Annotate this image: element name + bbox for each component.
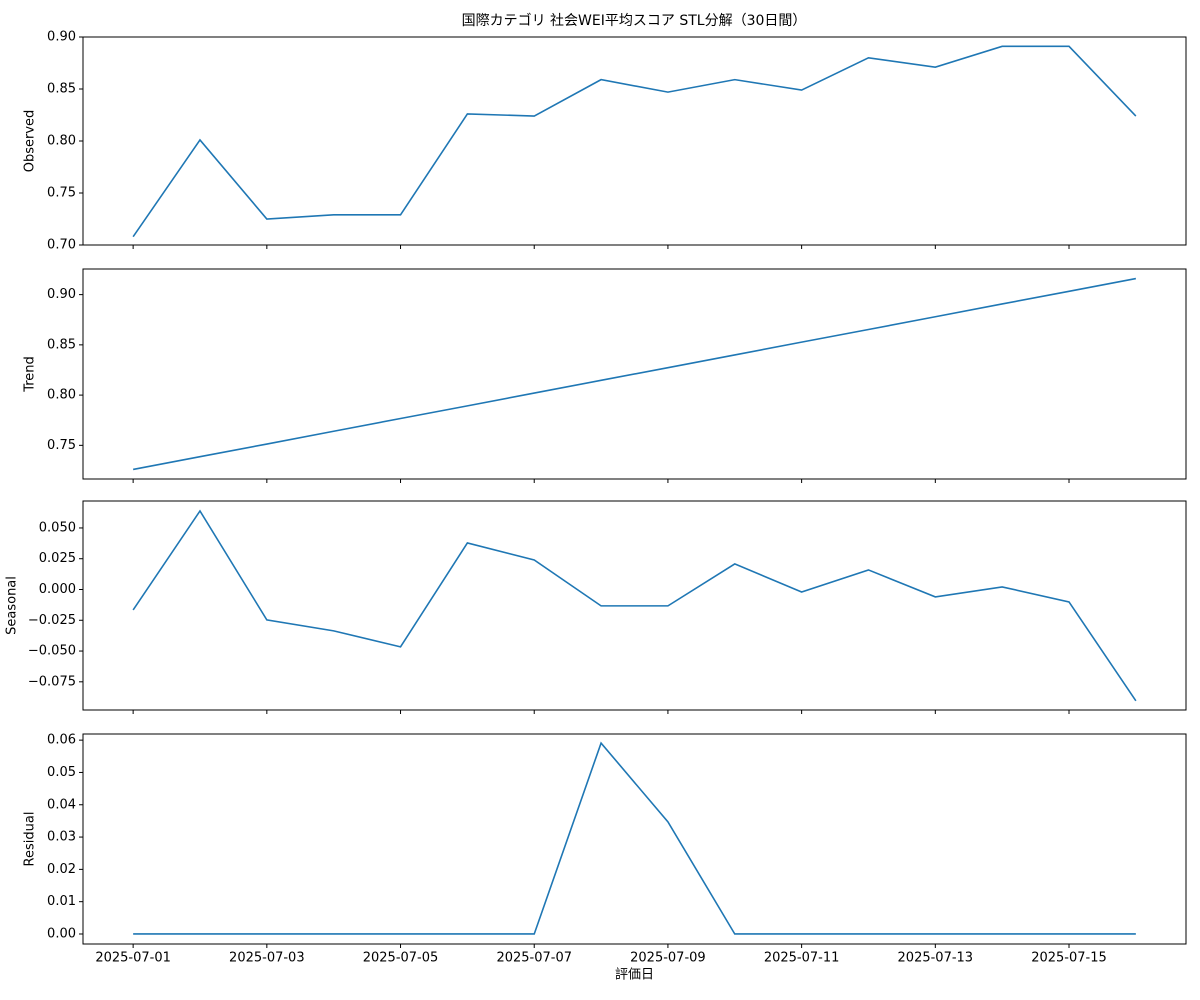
x-tick-label: 2025-07-05 xyxy=(363,951,439,966)
y-tick-label: 0.75 xyxy=(47,438,76,453)
plot-frame xyxy=(82,268,1187,480)
x-tick-label: 2025-07-13 xyxy=(898,951,974,966)
y-tick-label: 0.70 xyxy=(47,238,76,253)
y-tick-label: −0.025 xyxy=(28,613,76,628)
data-line xyxy=(132,45,1137,238)
y-tick-label: −0.050 xyxy=(28,644,76,659)
y-tick-label: 0.75 xyxy=(47,186,76,201)
x-tick-label: 2025-07-11 xyxy=(764,951,840,966)
data-line xyxy=(132,509,1137,702)
data-line xyxy=(132,277,1137,471)
x-tick-label: 2025-07-03 xyxy=(229,951,305,966)
y-tick-label: 0.80 xyxy=(47,134,76,149)
y-tick-label: 0.050 xyxy=(39,520,76,535)
y-tick-label: 0.02 xyxy=(47,862,76,877)
plot-frame xyxy=(82,733,1187,945)
x-tick-label: 2025-07-15 xyxy=(1031,951,1107,966)
y-tick-label: 0.000 xyxy=(39,582,76,597)
y-tick-label: 0.90 xyxy=(47,287,76,302)
y-axis-label: Seasonal xyxy=(5,576,20,635)
y-tick-label: −0.075 xyxy=(28,674,76,689)
y-tick-label: 0.03 xyxy=(47,830,76,845)
plot-frame xyxy=(82,500,1187,711)
chart-title: 国際カテゴリ 社会WEI平均スコア STL分解（30日間） xyxy=(462,12,807,29)
data-line xyxy=(133,741,1136,935)
y-axis-label: Residual xyxy=(23,812,38,867)
plot-frame xyxy=(82,36,1187,246)
y-tick-label: 0.05 xyxy=(47,765,76,780)
x-axis-label: 評価日 xyxy=(615,968,654,983)
y-tick-label: 0.06 xyxy=(47,733,76,748)
y-tick-label: 0.01 xyxy=(47,894,76,909)
y-tick-label: 0.85 xyxy=(47,82,76,97)
y-tick-label: 0.80 xyxy=(47,388,76,403)
y-axis-label: Observed xyxy=(23,110,38,173)
y-tick-label: 0.025 xyxy=(39,551,76,566)
y-tick-label: 0.00 xyxy=(47,926,76,941)
y-tick-label: 0.04 xyxy=(47,797,76,812)
x-tick-label: 2025-07-07 xyxy=(496,951,572,966)
x-tick-label: 2025-07-09 xyxy=(630,951,706,966)
y-tick-label: 0.90 xyxy=(47,30,76,45)
y-axis-label: Trend xyxy=(23,356,38,393)
x-tick-label: 2025-07-01 xyxy=(95,951,171,966)
y-tick-label: 0.85 xyxy=(47,337,76,352)
